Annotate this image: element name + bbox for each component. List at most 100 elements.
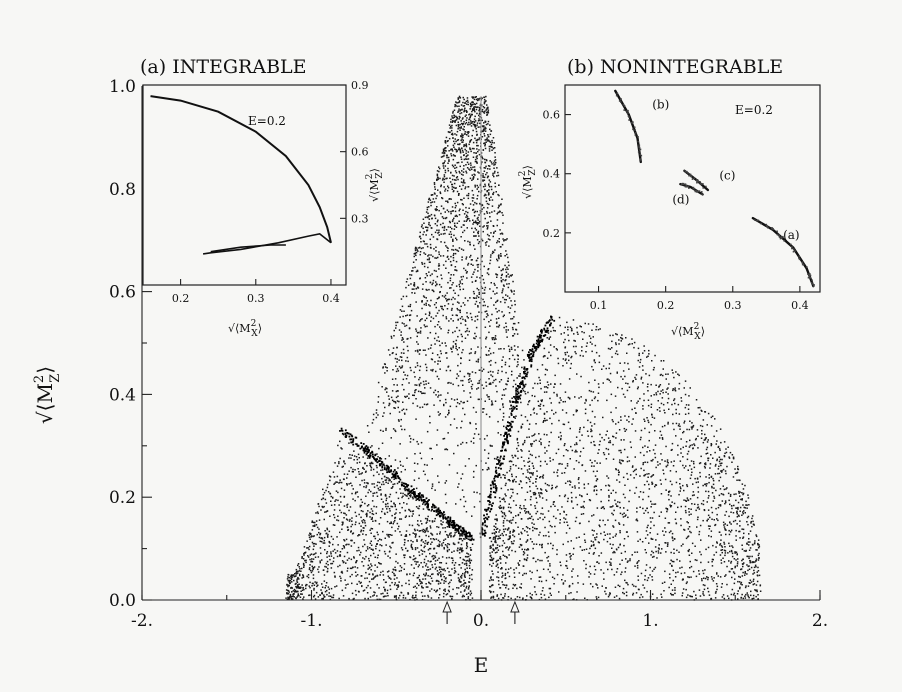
- data-point: [462, 209, 464, 211]
- data-point: [429, 243, 432, 246]
- data-point: [408, 393, 410, 395]
- data-point: [558, 463, 560, 465]
- data-point: [483, 282, 485, 284]
- data-point: [437, 574, 439, 576]
- data-point: [387, 470, 390, 473]
- data-point: [450, 298, 453, 301]
- data-point: [306, 584, 308, 586]
- data-point: [476, 99, 479, 102]
- data-point: [425, 572, 427, 574]
- data-point: [400, 356, 403, 358]
- data-point: [669, 480, 672, 483]
- data-point: [455, 115, 457, 118]
- data-point: [355, 521, 357, 523]
- data-point: [327, 483, 329, 486]
- data-point: [592, 541, 594, 543]
- data-point: [452, 346, 454, 349]
- data-point: [542, 356, 545, 358]
- data-point: [513, 535, 516, 538]
- data-point: [489, 181, 492, 183]
- data-point: [363, 468, 365, 470]
- data-point: [394, 582, 396, 584]
- data-point: [332, 560, 335, 563]
- data-point: [443, 576, 445, 578]
- data-point: [707, 412, 710, 415]
- data-point: [556, 395, 558, 397]
- data-point: [482, 278, 485, 281]
- data-point: [415, 301, 417, 303]
- data-point: [337, 444, 339, 447]
- data-point: [506, 283, 508, 285]
- data-point: [312, 558, 315, 560]
- data-point: [437, 391, 439, 393]
- data-point: [477, 257, 479, 259]
- data-point: [656, 533, 659, 535]
- data-point: [446, 357, 448, 359]
- data-point: [502, 268, 504, 270]
- data-point: [452, 331, 454, 334]
- data-point: [438, 544, 441, 546]
- data-point: [354, 571, 357, 573]
- data-point: [366, 505, 369, 507]
- data-point: [382, 402, 385, 404]
- data-point: [750, 590, 752, 593]
- data-point: [442, 255, 445, 257]
- data-point: [467, 163, 470, 165]
- data-point: [346, 519, 349, 521]
- data-point: [468, 207, 470, 209]
- data-point: [548, 520, 551, 523]
- data-point: [430, 538, 432, 540]
- data-point: [393, 483, 396, 485]
- data-point: [477, 398, 480, 401]
- data-point: [447, 145, 449, 147]
- data-point: [447, 589, 450, 592]
- data-point: [452, 289, 455, 292]
- data-point: [393, 503, 395, 505]
- data-point: [352, 471, 354, 473]
- data-point: [542, 513, 544, 515]
- data-point: [491, 402, 493, 404]
- data-point: [460, 357, 462, 359]
- data-point: [736, 593, 739, 595]
- data-point: [422, 349, 425, 351]
- data-point: [344, 462, 346, 465]
- data-point: [455, 171, 458, 174]
- data-point: [680, 400, 683, 402]
- data-point: [389, 557, 391, 559]
- data-point: [479, 97, 481, 100]
- data-point: [351, 573, 353, 576]
- data-point: [519, 560, 521, 562]
- data-point: [428, 547, 431, 550]
- data-point: [286, 593, 289, 595]
- data-point: [463, 165, 465, 167]
- data-point: [442, 541, 445, 544]
- data-point: [702, 591, 704, 593]
- data-point: [400, 425, 402, 427]
- data-point: [674, 390, 677, 392]
- data-point: [330, 495, 332, 498]
- data-point: [345, 544, 347, 546]
- data-point: [465, 562, 468, 565]
- data-point: [636, 531, 639, 533]
- data-point: [470, 103, 472, 105]
- data-point: [516, 354, 519, 356]
- data-point: [445, 502, 448, 504]
- data-point: [523, 505, 525, 507]
- data-point: [423, 265, 426, 268]
- data-point: [472, 156, 475, 158]
- data-point: [478, 118, 480, 120]
- data-point: [428, 258, 430, 261]
- data-point: [384, 458, 387, 460]
- data-point: [756, 590, 758, 593]
- data-point: [455, 179, 457, 181]
- data-point: [395, 365, 397, 367]
- data-point: [476, 210, 478, 213]
- data-point: [378, 549, 381, 552]
- data-point: [475, 141, 478, 144]
- data-point: [593, 530, 595, 532]
- data-point: [424, 575, 426, 577]
- data-point: [549, 460, 552, 462]
- data-point: [461, 539, 464, 542]
- data-point: [474, 227, 476, 230]
- data-point: [404, 509, 406, 512]
